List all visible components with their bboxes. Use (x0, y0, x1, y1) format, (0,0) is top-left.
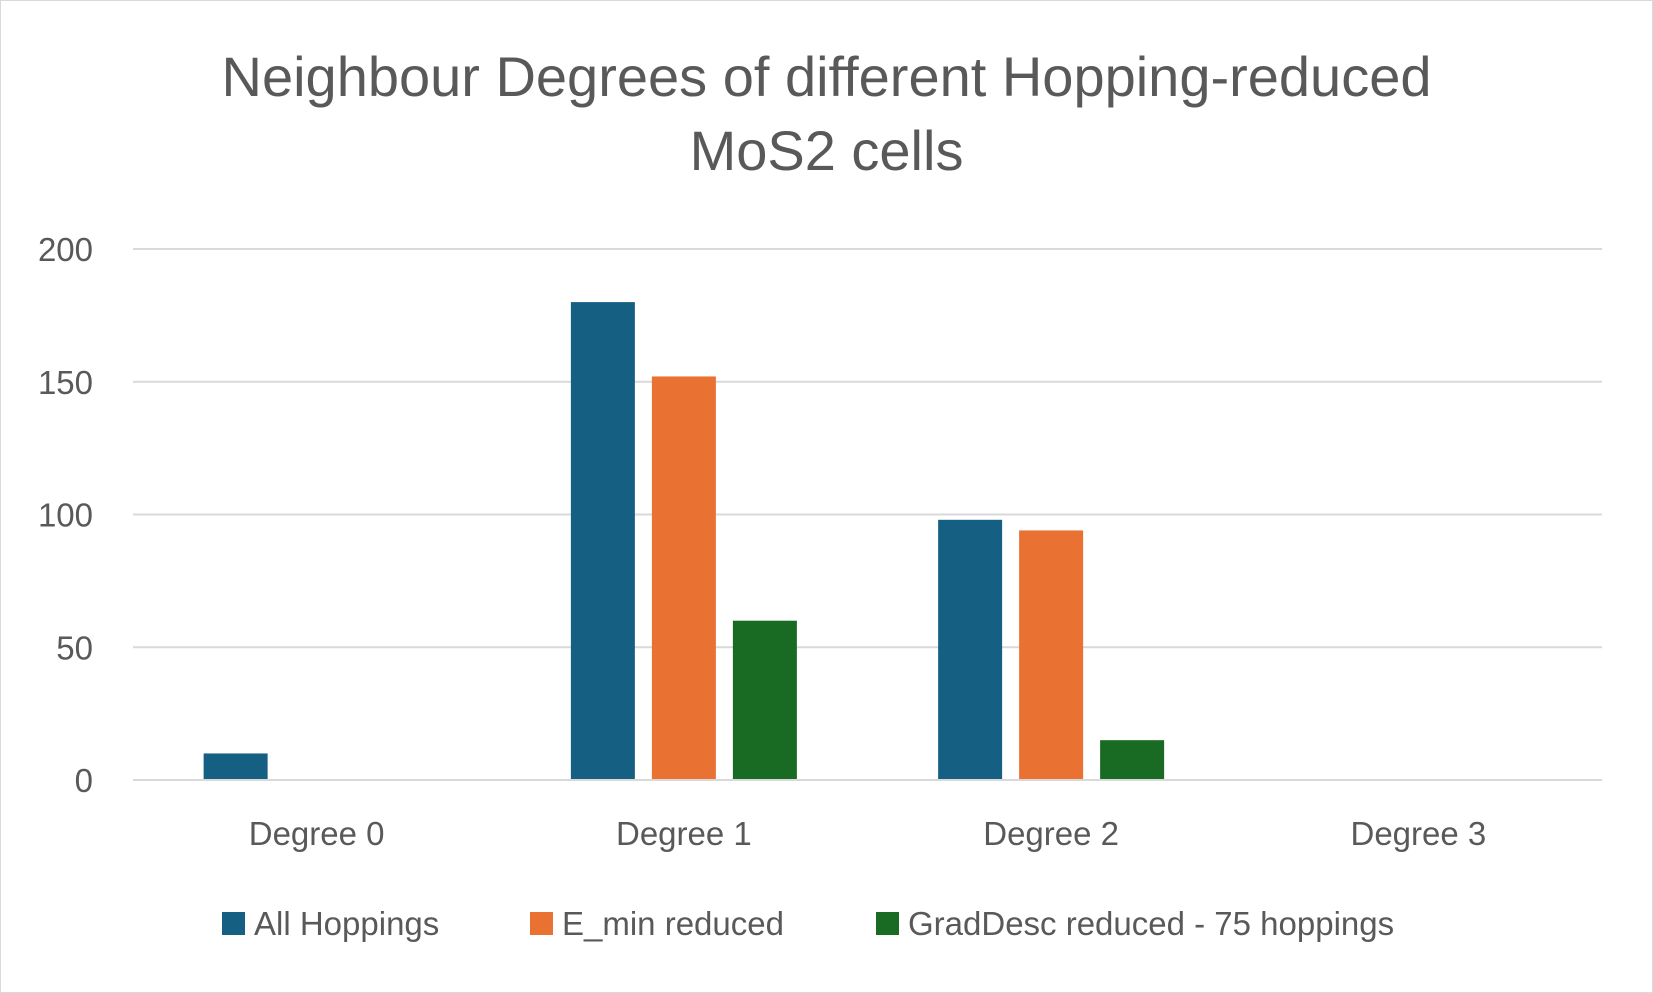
bar (1019, 530, 1084, 780)
x-axis-category-labels: Degree 0 Degree 1 Degree 2 Degree 3 (249, 815, 1487, 852)
legend-swatch (222, 912, 245, 935)
x-category-label: Degree 3 (1350, 815, 1486, 852)
legend-swatch (530, 912, 553, 935)
bar (732, 620, 797, 780)
chart-title-line-2: MoS2 cells (689, 118, 964, 182)
y-tick-label: 100 (38, 497, 93, 534)
legend-label: GradDesc reduced - 75 hoppings (908, 905, 1394, 942)
legend-label: All Hoppings (254, 905, 439, 942)
y-tick-label: 150 (38, 364, 93, 401)
bar (203, 753, 268, 780)
x-category-label: Degree 0 (249, 815, 385, 852)
bar (570, 302, 635, 780)
y-tick-label: 200 (38, 231, 93, 268)
x-category-label: Degree 1 (616, 815, 752, 852)
y-tick-label: 0 (75, 762, 93, 799)
legend-label: E_min reduced (562, 905, 784, 942)
y-axis-tick-labels: 0 50 100 150 200 (38, 231, 93, 799)
gridlines (133, 248, 1602, 649)
chart-title: Neighbour Degrees of different Hopping-r… (0, 40, 1653, 188)
bars (203, 302, 1165, 780)
legend-swatch (876, 912, 899, 935)
bar (651, 376, 716, 780)
bar (1100, 740, 1165, 780)
y-tick-label: 50 (56, 629, 93, 666)
chart-title-line-1: Neighbour Degrees of different Hopping-r… (221, 45, 1432, 108)
bar (938, 519, 1003, 780)
x-category-label: Degree 2 (983, 815, 1119, 852)
legend: All Hoppings E_min reduced GradDesc reduce… (222, 905, 1394, 942)
